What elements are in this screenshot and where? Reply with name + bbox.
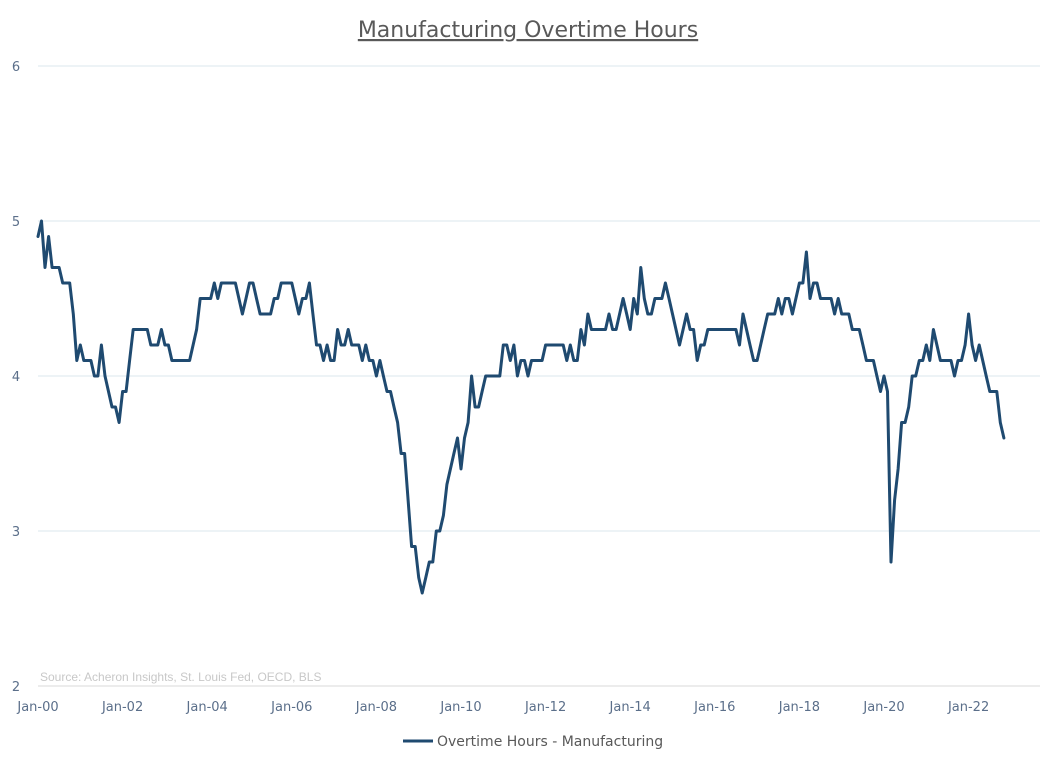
x-tick-label: Jan-18	[778, 700, 820, 715]
x-tick-label: Jan-14	[609, 700, 651, 715]
y-tick-label: 4	[12, 370, 20, 385]
y-tick-label: 2	[12, 680, 20, 695]
y-tick-label: 6	[12, 60, 20, 75]
x-tick-label: Jan-20	[862, 700, 904, 715]
x-tick-label: Jan-12	[524, 700, 566, 715]
x-axis: Jan-00 Jan-02 Jan-04 Jan-06 Jan-08 Jan-10 Jan-…	[16, 700, 989, 715]
x-tick-label: Jan-10	[439, 700, 481, 715]
x-tick-label: Jan-06	[270, 700, 312, 715]
x-tick-label: Jan-22	[947, 700, 989, 715]
x-tick-label: Jan-04	[186, 700, 228, 715]
x-tick-label: Jan-16	[693, 700, 735, 715]
x-tick-label: Jan-02	[101, 700, 143, 715]
y-tick-label: 5	[12, 215, 20, 230]
x-tick-label: Jan-00	[16, 700, 58, 715]
y-axis: 2 3 4 5 6	[12, 60, 20, 695]
series-layer	[36, 219, 1006, 595]
legend-label: Overtime Hours - Manufacturing	[437, 734, 663, 750]
chart-title: Manufacturing Overtime Hours	[358, 18, 698, 43]
x-tick-label: Jan-08	[355, 700, 397, 715]
series-line-overtime-hours	[36, 219, 1006, 595]
source-note: Source: Acheron Insights, St. Louis Fed,…	[40, 670, 321, 684]
legend: Overtime Hours - Manufacturing	[403, 734, 663, 750]
y-tick-label: 3	[12, 525, 20, 540]
gridlines	[38, 65, 1040, 687]
